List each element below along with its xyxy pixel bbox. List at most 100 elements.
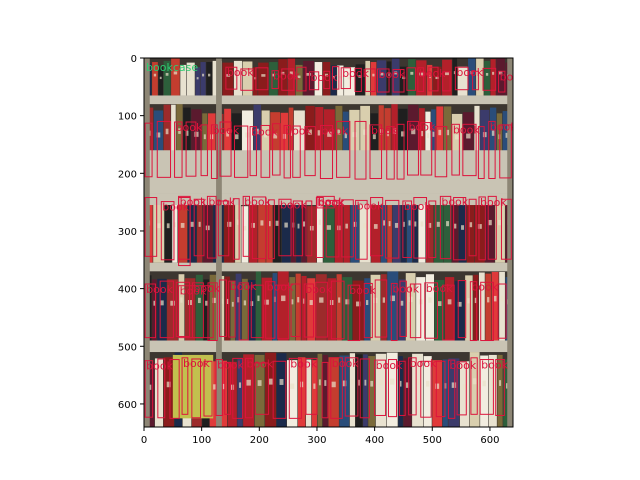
book-spine-label (498, 71, 503, 75)
book-box (392, 69, 405, 93)
book-spine-label (338, 297, 341, 303)
book-spine (288, 107, 294, 174)
book-spine (371, 203, 381, 263)
book-spine-label (332, 75, 335, 79)
book-spine-label (188, 300, 193, 306)
book-spine-label (435, 383, 440, 389)
book-spine-label (156, 132, 161, 138)
book-spine-label (347, 77, 352, 80)
book-spine (171, 58, 180, 96)
book-box-label: book (426, 282, 453, 295)
book-spine-label (388, 221, 391, 227)
book-spine (384, 108, 391, 174)
book-box (359, 358, 370, 419)
book-spine-label (227, 221, 232, 227)
book-spine (343, 202, 350, 263)
book-spine (330, 65, 337, 96)
book-spine-label (342, 380, 347, 387)
book-spine-label (297, 223, 300, 229)
book-box (271, 70, 279, 90)
book-spine (296, 202, 301, 263)
book-spine (344, 67, 356, 96)
book-spine-label (250, 301, 254, 307)
book-box (315, 197, 324, 258)
book-spine-label (251, 222, 255, 228)
book-spine-label (420, 221, 424, 227)
book-spine-label (290, 383, 295, 389)
book-spine (183, 107, 191, 174)
book-box (442, 71, 451, 92)
book-spine-label (297, 132, 302, 138)
book-box (406, 120, 419, 176)
book-box (219, 279, 227, 337)
x-tick-label: 300 (307, 435, 326, 446)
book-box (250, 284, 264, 339)
book-spine-label (372, 73, 375, 77)
book-spine (315, 107, 324, 174)
book-box-label: book (480, 196, 507, 209)
book-box (487, 195, 497, 260)
book-box-label: book (500, 70, 527, 83)
book-spine-label (482, 132, 487, 138)
book-box (498, 70, 506, 93)
book-box (387, 359, 398, 418)
book-spine-label (485, 72, 489, 76)
book-spine-label (289, 71, 293, 75)
book-box-label: book (456, 66, 483, 79)
book-spine-label (437, 301, 442, 307)
axes-frame (143, 57, 514, 428)
book-spine (350, 199, 360, 263)
book-box (325, 199, 340, 258)
book-spine (230, 281, 236, 341)
book-box-label: book (408, 120, 435, 133)
book-box (402, 200, 413, 258)
book-spine-label (236, 72, 240, 76)
book-spine-label (363, 129, 368, 135)
book-box (330, 357, 343, 419)
book-spine-label (156, 223, 161, 229)
book-spine-label (482, 380, 486, 387)
book-spine (416, 60, 427, 96)
book-spine (252, 67, 258, 96)
shelf-board (144, 193, 513, 206)
book-spine-label (165, 128, 169, 135)
book-spine-label (326, 225, 331, 230)
book-spine-label (212, 384, 217, 390)
book-spine (434, 199, 444, 263)
book-box-label: book (230, 280, 257, 293)
book-spine-label (345, 223, 348, 229)
book-spine-label (280, 71, 285, 75)
book-spine (235, 196, 241, 263)
book-box-label: book (244, 195, 271, 208)
book-box-label: book (404, 200, 431, 213)
book-box-label: book (481, 359, 508, 372)
book-spine-label (153, 73, 157, 77)
shelf-board (144, 150, 513, 194)
book-spine-label (344, 133, 347, 139)
book-box (340, 67, 351, 90)
book-box (315, 281, 328, 338)
book-spine-label (382, 220, 386, 226)
y-tick-label: 400 (118, 285, 137, 296)
book-spine (339, 355, 350, 427)
book-spine-label (414, 221, 417, 227)
bookshelf-photo (144, 58, 513, 427)
book-spine (222, 62, 234, 96)
book-spine (315, 274, 327, 341)
book-spine (474, 105, 480, 174)
book-spine-label (394, 222, 399, 228)
book-box-label: book (317, 197, 344, 210)
book-box (157, 358, 166, 419)
book-box (374, 279, 388, 338)
book-box (272, 123, 281, 176)
book-box-label: book (342, 67, 369, 80)
book-spine (485, 273, 492, 341)
book-spine (408, 59, 416, 96)
book-spine (255, 271, 262, 341)
book-spine-label (264, 132, 268, 138)
book-box (316, 195, 335, 209)
book-spine (459, 361, 470, 427)
book-box (193, 198, 205, 257)
book-box (234, 125, 249, 178)
book-box (399, 280, 407, 337)
